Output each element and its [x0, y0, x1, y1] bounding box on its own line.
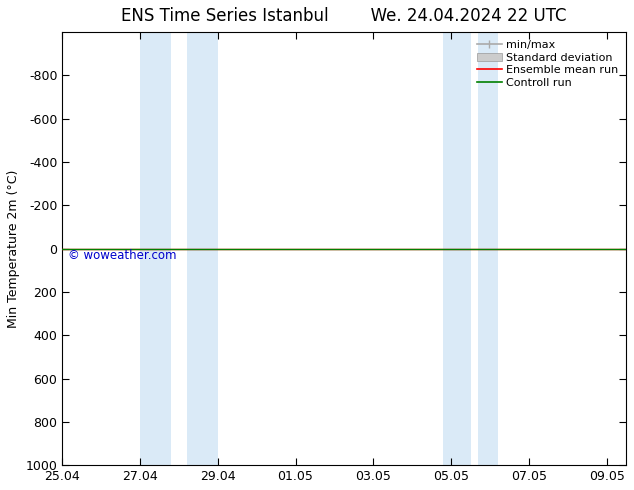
Legend: min/max, Standard deviation, Ensemble mean run, Controll run: min/max, Standard deviation, Ensemble me…	[475, 38, 621, 90]
Bar	[478, 32, 498, 465]
Text: © woweather.com: © woweather.com	[68, 248, 176, 262]
Title: ENS Time Series Istanbul        We. 24.04.2024 22 UTC: ENS Time Series Istanbul We. 24.04.2024 …	[121, 7, 567, 25]
Bar	[443, 32, 470, 465]
Y-axis label: Min Temperature 2m (°C): Min Temperature 2m (°C)	[7, 170, 20, 328]
Bar	[186, 32, 217, 465]
Bar	[140, 32, 171, 465]
